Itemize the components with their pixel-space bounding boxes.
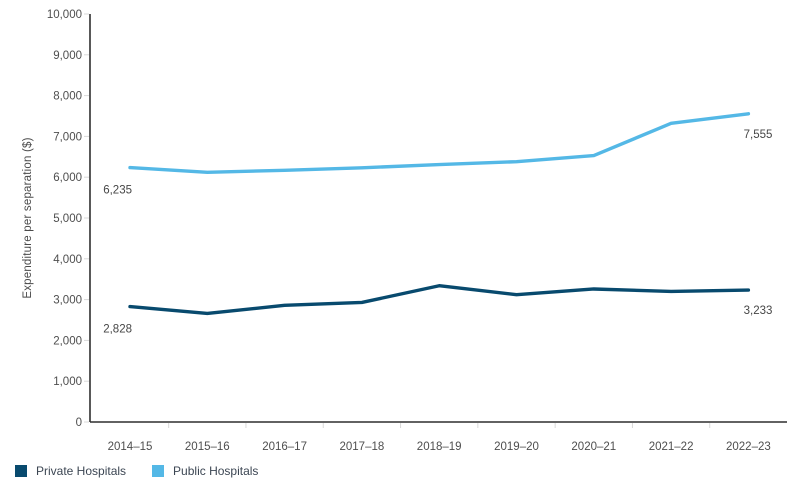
y-tick-label: 4,000 bbox=[53, 254, 82, 266]
y-tick-label: 9,000 bbox=[53, 50, 82, 62]
legend-label-private-hospitals: Private Hospitals bbox=[36, 464, 127, 478]
y-tick-label: 7,000 bbox=[53, 131, 82, 143]
y-tick-label: 10,000 bbox=[47, 9, 82, 21]
data-label-last-public-hospitals: 7,555 bbox=[744, 129, 773, 141]
legend-swatch-private-hospitals bbox=[15, 465, 27, 477]
y-tick-label: 0 bbox=[76, 417, 82, 429]
legend-label-public-hospitals: Public Hospitals bbox=[173, 464, 259, 478]
x-tick-label: 2019–20 bbox=[494, 441, 539, 453]
y-tick-label: 8,000 bbox=[53, 91, 82, 103]
data-label-first-private-hospitals: 2,828 bbox=[103, 324, 132, 336]
x-tick-label: 2018–19 bbox=[417, 441, 462, 453]
legend-item-private-hospitals: Private Hospitals bbox=[15, 464, 126, 478]
legend-swatch-public-hospitals bbox=[152, 465, 165, 477]
data-label-last-private-hospitals: 3,233 bbox=[744, 305, 773, 317]
y-tick-label: 6,000 bbox=[53, 172, 82, 184]
y-axis bbox=[84, 13, 89, 423]
x-tick-label: 2015–16 bbox=[185, 441, 230, 453]
x-tick-label: 2020–21 bbox=[571, 441, 616, 453]
legend-item-public-hospitals: Public Hospitals bbox=[152, 464, 258, 478]
y-tick-label: 1,000 bbox=[53, 376, 82, 388]
x-tick-label: 2022–23 bbox=[726, 441, 771, 453]
x-tick-label: 2014–15 bbox=[108, 441, 153, 453]
y-tick-label: 5,000 bbox=[53, 213, 82, 225]
y-tick-label: 2,000 bbox=[53, 335, 82, 347]
data-label-first-public-hospitals: 6,235 bbox=[103, 185, 132, 197]
line-private-hospitals bbox=[128, 284, 751, 316]
x-tick-label: 2016–17 bbox=[262, 441, 307, 453]
x-tick-label: 2021–22 bbox=[649, 441, 694, 453]
line-public-hospitals bbox=[128, 112, 751, 175]
y-axis-title: Expenditure per separation ($) bbox=[22, 137, 34, 299]
x-tick-label: 2017–18 bbox=[340, 441, 385, 453]
legend: Private Hospitals Public Hospitals bbox=[15, 464, 258, 478]
y-tick-label: 3,000 bbox=[53, 295, 82, 307]
x-axis bbox=[168, 423, 711, 428]
